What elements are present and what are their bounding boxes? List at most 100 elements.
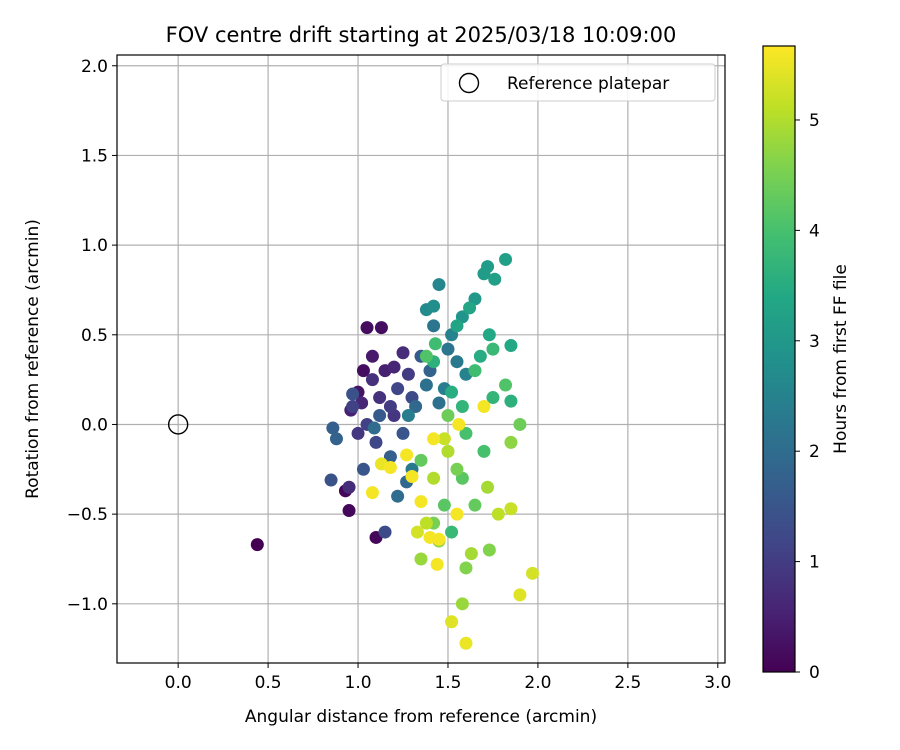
x-tick-label: 2.0	[524, 673, 551, 693]
plot-frame	[116, 54, 726, 664]
x-axis-label: Angular distance from reference (arcmin)	[245, 707, 597, 727]
data-point	[432, 396, 446, 410]
data-point	[482, 543, 496, 557]
data-point	[432, 278, 446, 292]
data-point	[365, 349, 379, 363]
y-tick-label: −1.0	[67, 595, 108, 615]
data-point	[473, 349, 487, 363]
data-point	[482, 328, 496, 342]
data-point	[450, 507, 464, 521]
data-point	[504, 394, 518, 408]
legend-box	[440, 63, 716, 102]
colorbar-tick-label: 1	[809, 553, 820, 573]
data-point	[428, 337, 442, 351]
y-axis-label: Rotation from reference (arcmin)	[23, 219, 43, 499]
data-point	[400, 448, 414, 462]
data-point	[401, 408, 415, 422]
y-tick-label: 1.0	[81, 236, 108, 256]
data-point	[455, 400, 469, 414]
colorbar-ticks: 0 1 2 3 4 5	[795, 111, 820, 683]
data-point	[504, 502, 518, 516]
data-point	[346, 387, 360, 401]
data-point	[441, 408, 455, 422]
data-point	[378, 525, 392, 539]
legend: Reference platepar	[440, 63, 716, 102]
data-point	[373, 408, 387, 422]
data-point	[365, 486, 379, 500]
data-point	[414, 552, 428, 566]
data-point	[464, 547, 478, 561]
data-point	[488, 272, 502, 286]
colorbar-tick-label: 5	[809, 111, 820, 131]
data-point	[430, 557, 444, 571]
data-point	[419, 516, 433, 530]
data-point	[409, 400, 423, 414]
x-tick-label: 0.0	[165, 673, 192, 693]
data-point	[459, 561, 473, 575]
data-point	[427, 471, 441, 485]
chart-title: FOV centre drift starting at 2025/03/18 …	[166, 23, 677, 47]
data-point	[437, 432, 451, 446]
data-point	[360, 321, 374, 335]
y-tick-label: −0.5	[67, 505, 108, 525]
data-point	[513, 588, 527, 602]
data-point	[427, 299, 441, 313]
data-point	[450, 319, 464, 333]
y-tick-label: 0.0	[81, 415, 108, 435]
data-point	[405, 469, 419, 483]
data-point	[450, 355, 464, 369]
data-point	[324, 473, 338, 487]
data-point	[486, 391, 500, 405]
data-point	[387, 360, 401, 374]
legend-marker	[458, 72, 480, 94]
data-point	[445, 525, 459, 539]
data-point	[481, 260, 495, 274]
colorbar-tick-label: 2	[809, 442, 820, 462]
data-point	[329, 432, 343, 446]
data-point	[396, 346, 410, 360]
data-point	[346, 400, 360, 414]
y-tick-label: 1.5	[81, 146, 108, 166]
colorbar-tick-label: 4	[809, 221, 820, 241]
data-point	[342, 480, 356, 494]
data-point	[351, 426, 365, 440]
scatter-points	[250, 252, 540, 650]
data-point	[396, 426, 410, 440]
reference-platepar-marker	[167, 414, 189, 435]
colorbar-tick-label: 0	[809, 663, 820, 683]
data-point	[504, 435, 518, 449]
data-point	[450, 462, 464, 476]
data-point	[459, 636, 473, 650]
data-point	[401, 367, 415, 381]
x-tick-label: 3.0	[704, 673, 731, 693]
data-point	[356, 364, 370, 378]
x-tick-label: 1.0	[345, 673, 372, 693]
data-point	[383, 400, 397, 414]
y-tick-label: 0.5	[81, 326, 108, 346]
data-point	[486, 342, 500, 356]
y-axis-ticks: −1.0 −0.5 0.0 0.5 1.0 1.5 2.0	[67, 57, 117, 615]
data-point	[250, 538, 264, 552]
x-tick-label: 0.5	[255, 673, 282, 693]
data-point	[391, 489, 405, 503]
data-point	[437, 498, 451, 512]
data-point	[373, 391, 387, 405]
data-point	[481, 480, 495, 494]
x-tick-label: 1.5	[434, 673, 461, 693]
data-point	[455, 597, 469, 611]
data-point	[383, 450, 397, 464]
colorbar	[762, 45, 796, 673]
data-point	[419, 378, 433, 392]
data-point	[477, 400, 491, 414]
data-point	[414, 453, 428, 467]
legend-label: Reference platepar	[507, 74, 669, 94]
colorbar-label: Hours from first FF file	[831, 264, 851, 454]
data-point	[367, 421, 381, 435]
data-point	[513, 417, 527, 431]
data-point	[374, 321, 388, 335]
data-point	[326, 421, 340, 435]
data-point	[441, 444, 455, 458]
data-point	[477, 444, 491, 458]
data-point	[356, 462, 370, 476]
